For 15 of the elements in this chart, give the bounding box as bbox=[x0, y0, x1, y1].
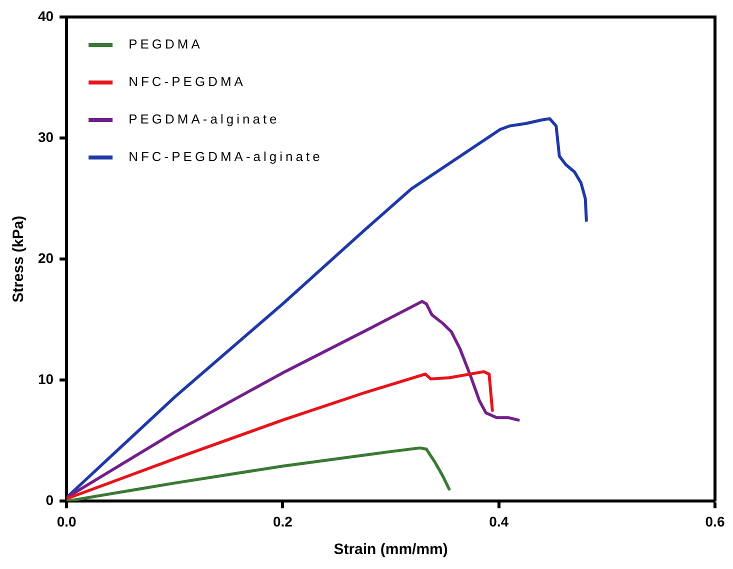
x-tick-label: 0.6 bbox=[705, 513, 725, 530]
legend-label: NFC-PEGDMA-alginate bbox=[128, 149, 323, 164]
y-tick-label: 10 bbox=[38, 371, 54, 388]
y-axis-title: Stress (kPa) bbox=[10, 216, 28, 302]
y-tick-label: 40 bbox=[38, 8, 54, 24]
x-tick-label: 0.4 bbox=[489, 513, 509, 530]
y-tick-label: 0 bbox=[46, 492, 54, 508]
x-axis-title: Strain (mm/mm) bbox=[334, 541, 448, 558]
y-tick-label: 30 bbox=[38, 128, 54, 145]
x-tick-label: 0.0 bbox=[56, 513, 77, 530]
legend-label: NFC-PEGDMA bbox=[128, 74, 246, 90]
x-tick-label: 0.2 bbox=[272, 513, 293, 530]
legend-label: PEGDMA-alginate bbox=[128, 112, 280, 127]
legend-label: PEGDMA bbox=[128, 36, 203, 52]
y-tick-label: 20 bbox=[38, 250, 54, 266]
